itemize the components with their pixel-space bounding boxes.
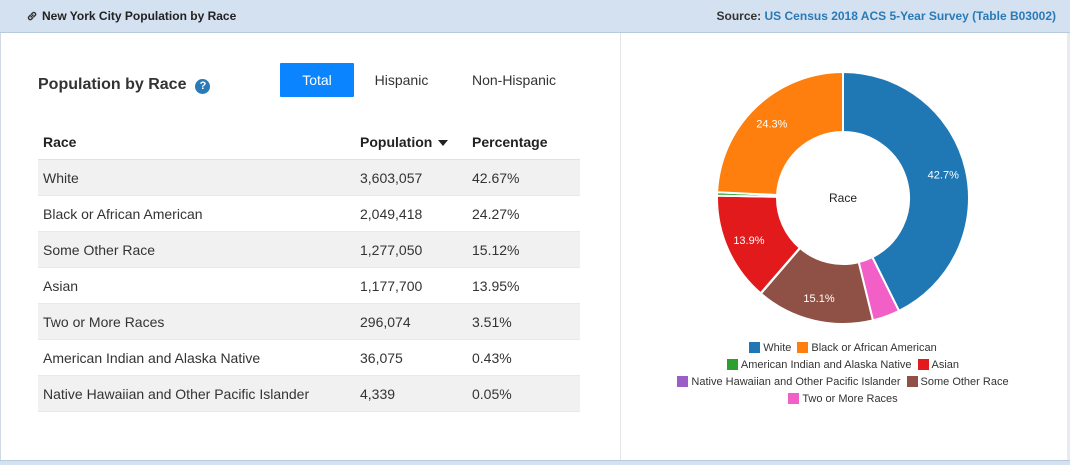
legend-line: Two or More Races [640,390,1046,407]
slice-data-label: 24.3% [756,119,787,131]
cell-population: 296,074 [360,313,411,330]
table-row: Some Other Race 1,277,050 15.12% [38,232,580,268]
table-row: Black or African American 2,049,418 24.2… [38,196,580,232]
column-header-percentage[interactable]: Percentage [472,134,548,150]
legend-item-black-or-african-american[interactable]: Black or African American [797,341,937,354]
slice-data-label: 13.9% [733,235,764,247]
cell-percentage: 0.05% [472,385,512,402]
page-header: New York City Population by Race Source:… [0,0,1070,33]
legend-swatch [677,376,689,387]
legend-swatch [749,342,761,353]
cell-population: 3,603,057 [360,169,423,186]
table-row: White 3,603,057 42.67% [38,160,580,196]
column-header-race[interactable]: Race [43,134,77,150]
legend-line: White Black or African American [640,339,1046,356]
panel-title: Population by Race [38,76,187,93]
legend-label: Asian [931,358,960,371]
legend-item-asian[interactable]: Asian [917,358,960,371]
legend-item-white[interactable]: White [749,342,791,354]
legend-label: Two or More Races [802,392,898,405]
cell-race: Some Other Race [43,241,156,258]
table-row: Native Hawaiian and Other Pacific Island… [38,376,580,412]
column-header-population-label: Population [360,134,433,150]
header-title-group: New York City Population by Race [26,9,236,23]
cell-race: Two or More Races [43,313,165,330]
legend-item-native-hawaiian-and-other-pacific-islander[interactable]: Native Hawaiian and Other Pacific Island… [677,375,901,388]
donut-center-label: Race [829,191,857,205]
legend-label: White [763,341,792,354]
legend-swatch [797,342,809,353]
source-prefix: Source: [716,9,765,23]
legend-label: Black or African American [811,341,937,354]
cell-race: White [43,169,79,186]
sort-descending-icon [438,140,449,147]
frame-edge-right [1067,33,1070,465]
legend-item-some-other-race[interactable]: Some Other Race [906,375,1009,388]
source-link[interactable]: US Census 2018 ACS 5-Year Survey (Table … [764,9,1056,23]
table-row: Two or More Races 296,074 3.51% [38,304,580,340]
cell-population: 1,177,700 [360,277,423,294]
cell-percentage: 24.27% [472,205,520,222]
donut-slice-white[interactable] [842,70,970,313]
legend-label: American Indian and Alaska Native [740,358,912,371]
tab-non-hispanic[interactable]: Non-Hispanic [471,72,557,88]
legend-item-two-or-more-races[interactable]: Two or More Races [788,392,898,405]
donut-slice-black-or-african-american[interactable] [716,70,844,197]
cell-population: 1,277,050 [360,241,423,258]
cell-percentage: 13.95% [472,277,520,294]
cell-race: Asian [43,277,79,294]
link-icon[interactable] [26,10,38,22]
source-attribution: Source: US Census 2018 ACS 5-Year Survey… [717,9,1057,23]
legend-swatch [917,359,929,370]
cell-percentage: 0.43% [472,349,512,366]
tab-bar: Total Hispanic Non-Hispanic [280,63,579,97]
cell-population: 4,339 [360,385,396,402]
legend-line: Native Hawaiian and Other Pacific Island… [640,373,1046,390]
slice-data-label: 15.1% [803,293,834,305]
cell-percentage: 15.12% [472,241,520,258]
race-table: Race Population Percentage White 3,603,0… [38,125,580,412]
cell-race: American Indian and Alaska Native [43,349,261,366]
cell-population: 36,075 [360,349,403,366]
legend-swatch [726,359,738,370]
cell-race: Black or African American [43,205,203,222]
chart-legend: White Black or African American American I… [640,339,1046,407]
tab-total[interactable]: Total [280,63,354,97]
legend-line: American Indian and Alaska Native Asian [640,356,1046,373]
table-header-row: Race Population Percentage [38,125,580,160]
slice-data-label: 42.7% [928,169,959,181]
cell-race: Native Hawaiian and Other Pacific Island… [43,385,310,402]
legend-swatch [788,393,800,404]
table-row: American Indian and Alaska Native 36,075… [38,340,580,376]
legend-label: Some Other Race [920,375,1009,388]
cell-population: 2,049,418 [360,205,423,222]
frame-edge-left [0,33,1,465]
column-header-population[interactable]: Population [355,134,467,150]
header-title: New York City Population by Race [42,9,237,23]
legend-swatch [906,376,918,387]
tab-hispanic[interactable]: Hispanic [374,72,429,88]
cell-percentage: 42.67% [472,169,520,186]
legend-item-american-indian-and-alaska-native[interactable]: American Indian and Alaska Native [726,358,912,371]
race-donut-chart: 42.7% 15.1% 13.9% 24.3% Race [716,70,970,325]
help-icon[interactable]: ? [195,78,211,94]
panel-divider [620,33,621,460]
panel-title-group: Population by Race ? [38,76,211,94]
cell-percentage: 3.51% [472,313,512,330]
legend-label: Native Hawaiian and Other Pacific Island… [691,375,901,388]
table-row: Asian 1,177,700 13.95% [38,268,580,304]
frame-edge-bottom [0,460,1070,465]
